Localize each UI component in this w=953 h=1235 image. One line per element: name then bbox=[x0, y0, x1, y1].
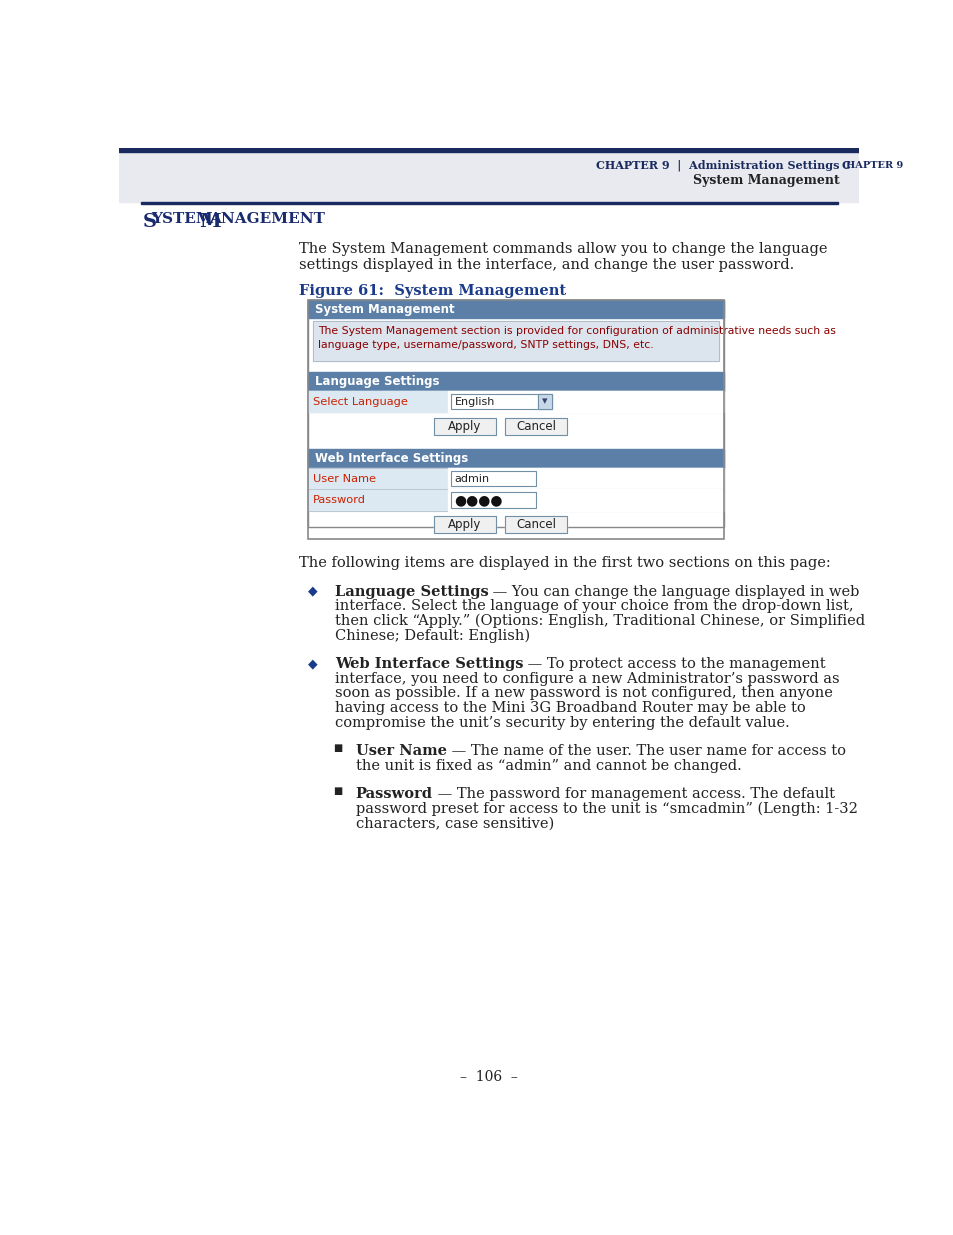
Text: ■: ■ bbox=[333, 787, 342, 797]
Bar bbox=[308, 450, 723, 468]
Bar bbox=[447, 390, 723, 412]
Bar bbox=[434, 417, 496, 435]
Bar bbox=[308, 300, 723, 538]
Bar bbox=[308, 300, 723, 538]
Text: settings displayed in the interface, and change the user password.: settings displayed in the interface, and… bbox=[298, 258, 794, 272]
Text: ●●●●: ●●●● bbox=[454, 493, 502, 508]
Bar bbox=[451, 394, 551, 409]
Text: password preset for access to the unit is “smcadmin” (Length: 1-32: password preset for access to the unit i… bbox=[355, 802, 857, 816]
Bar bbox=[308, 372, 723, 390]
Text: — The name of the user. The user name for access to: — The name of the user. The user name fo… bbox=[446, 745, 844, 758]
Text: soon as possible. If a new password is not configured, then anyone: soon as possible. If a new password is n… bbox=[335, 687, 832, 700]
Bar bbox=[308, 300, 723, 527]
Text: Chinese; Default: English): Chinese; Default: English) bbox=[335, 629, 529, 643]
Text: interface, you need to configure a new Administrator’s password as: interface, you need to configure a new A… bbox=[335, 672, 839, 685]
Text: The System Management commands allow you to change the language: The System Management commands allow you… bbox=[298, 242, 826, 256]
Bar bbox=[308, 390, 723, 412]
Text: ▾: ▾ bbox=[541, 396, 547, 406]
Text: Password: Password bbox=[355, 787, 432, 802]
Text: the unit is fixed as “admin” and cannot be changed.: the unit is fixed as “admin” and cannot … bbox=[355, 758, 740, 773]
Text: Apply: Apply bbox=[448, 519, 481, 531]
Text: — The password for management access. The default: — The password for management access. Th… bbox=[432, 787, 834, 802]
Text: language type, username/password, SNTP settings, DNS, etc.: language type, username/password, SNTP s… bbox=[317, 340, 653, 350]
Text: User Name: User Name bbox=[313, 473, 375, 484]
Bar bbox=[434, 516, 496, 534]
Text: Language Settings: Language Settings bbox=[335, 585, 488, 599]
Text: C: C bbox=[841, 159, 849, 170]
Bar bbox=[141, 203, 838, 204]
Bar bbox=[451, 493, 536, 508]
Text: ◆: ◆ bbox=[308, 657, 317, 671]
Text: System Management: System Management bbox=[314, 303, 454, 316]
Text: ANAGEMENT: ANAGEMENT bbox=[209, 212, 325, 226]
Bar bbox=[505, 417, 567, 435]
Text: — To protect access to the management: — To protect access to the management bbox=[522, 657, 825, 671]
Text: characters, case sensitive): characters, case sensitive) bbox=[355, 816, 554, 831]
Bar bbox=[308, 468, 723, 489]
Bar bbox=[451, 394, 551, 409]
Text: English: English bbox=[455, 396, 495, 406]
Text: then click “Apply.” (Options: English, Traditional Chinese, or Simplified: then click “Apply.” (Options: English, T… bbox=[335, 614, 864, 629]
Text: Web Interface Settings: Web Interface Settings bbox=[335, 657, 522, 671]
Bar bbox=[119, 148, 858, 203]
Text: admin: admin bbox=[454, 473, 489, 484]
Bar bbox=[505, 417, 567, 435]
Text: User Name: User Name bbox=[355, 745, 446, 758]
Text: having access to the Mini 3G Broadband Router may be able to: having access to the Mini 3G Broadband R… bbox=[335, 701, 804, 715]
Bar bbox=[434, 417, 496, 435]
Text: HAPTER 9: HAPTER 9 bbox=[845, 161, 902, 169]
Bar bbox=[308, 489, 723, 511]
Text: Select Language: Select Language bbox=[313, 396, 408, 406]
Text: M: M bbox=[199, 212, 220, 231]
Text: interface. Select the language of your choice from the drop-down list,: interface. Select the language of your c… bbox=[335, 599, 852, 614]
Bar bbox=[447, 489, 723, 511]
Text: Cancel: Cancel bbox=[516, 519, 556, 531]
Bar bbox=[308, 300, 723, 319]
Bar bbox=[505, 516, 567, 534]
Text: Cancel: Cancel bbox=[516, 420, 556, 432]
Bar bbox=[313, 321, 719, 362]
Text: CHAPTER 9  |  Administration Settings: CHAPTER 9 | Administration Settings bbox=[596, 159, 840, 170]
Text: Apply: Apply bbox=[448, 420, 481, 432]
Text: Web Interface Settings: Web Interface Settings bbox=[314, 452, 467, 466]
Text: ◆: ◆ bbox=[308, 585, 317, 598]
Bar bbox=[451, 471, 536, 487]
Text: Language Settings: Language Settings bbox=[314, 375, 438, 388]
Bar bbox=[308, 468, 723, 489]
Text: ■: ■ bbox=[333, 745, 342, 753]
Bar bbox=[313, 321, 719, 362]
Text: Figure 61:  System Management: Figure 61: System Management bbox=[298, 284, 565, 299]
Bar bbox=[308, 390, 723, 412]
Text: S: S bbox=[142, 212, 156, 231]
Bar bbox=[451, 471, 536, 487]
Text: Password: Password bbox=[313, 495, 366, 505]
Bar bbox=[537, 394, 551, 409]
Text: — You can change the language displayed in web: — You can change the language displayed … bbox=[488, 585, 859, 599]
Bar bbox=[505, 516, 567, 534]
Bar bbox=[537, 394, 551, 409]
Bar bbox=[447, 468, 723, 489]
Text: compromise the unit’s security by entering the default value.: compromise the unit’s security by enteri… bbox=[335, 716, 789, 730]
Text: The System Management section is provided for configuration of administrative ne: The System Management section is provide… bbox=[317, 326, 835, 336]
Bar bbox=[308, 390, 447, 412]
Text: –  106  –: – 106 – bbox=[459, 1070, 517, 1084]
Text: System Management: System Management bbox=[693, 174, 840, 186]
Bar bbox=[119, 148, 858, 152]
Text: The following items are displayed in the first two sections on this page:: The following items are displayed in the… bbox=[298, 556, 830, 569]
Text: YSTEM: YSTEM bbox=[151, 212, 213, 226]
Bar bbox=[308, 489, 723, 511]
Bar bbox=[451, 493, 536, 508]
Bar bbox=[308, 300, 723, 527]
Bar bbox=[434, 516, 496, 534]
